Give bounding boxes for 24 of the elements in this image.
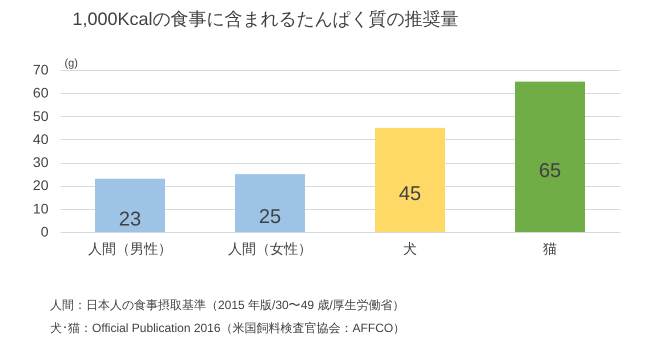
x-tick-label: 人間（女性） [228, 240, 312, 256]
y-tick-label: 50 [32, 108, 49, 124]
x-tick-label: 猫 [543, 240, 557, 256]
text: 犬･猫：Official Publication 2016（米国飼料検査官協会：AFFCO） [50, 321, 406, 335]
y-tick-label: 70 [32, 62, 49, 78]
data-label: 25 [258, 206, 282, 228]
bar [235, 174, 305, 232]
y-axis-title: (g) [64, 58, 78, 70]
bar [375, 128, 445, 232]
data-label: 23 [118, 208, 142, 230]
bar [515, 82, 585, 232]
y-tick-label: 0 [40, 224, 49, 240]
bar [95, 178, 165, 232]
y-tick-label: 10 [32, 200, 49, 216]
chart-title: 1,000Kcalの食事に含まれるたんぱく質の推奨量 [72, 9, 458, 29]
y-tick-label: 60 [32, 84, 49, 101]
y-tick-label: 20 [32, 177, 49, 194]
text: 人間：日本人の食事摂取基準（2015 年版/30〜49 歳/厚生労働省） [50, 298, 405, 312]
y-tick-label: 40 [32, 130, 49, 147]
y-tick-label: 30 [32, 154, 49, 170]
x-tick-label: 犬 [403, 240, 417, 256]
data-label: 45 [398, 182, 422, 205]
x-tick-label: 人間（男性） [88, 240, 172, 256]
data-label: 65 [538, 160, 562, 182]
